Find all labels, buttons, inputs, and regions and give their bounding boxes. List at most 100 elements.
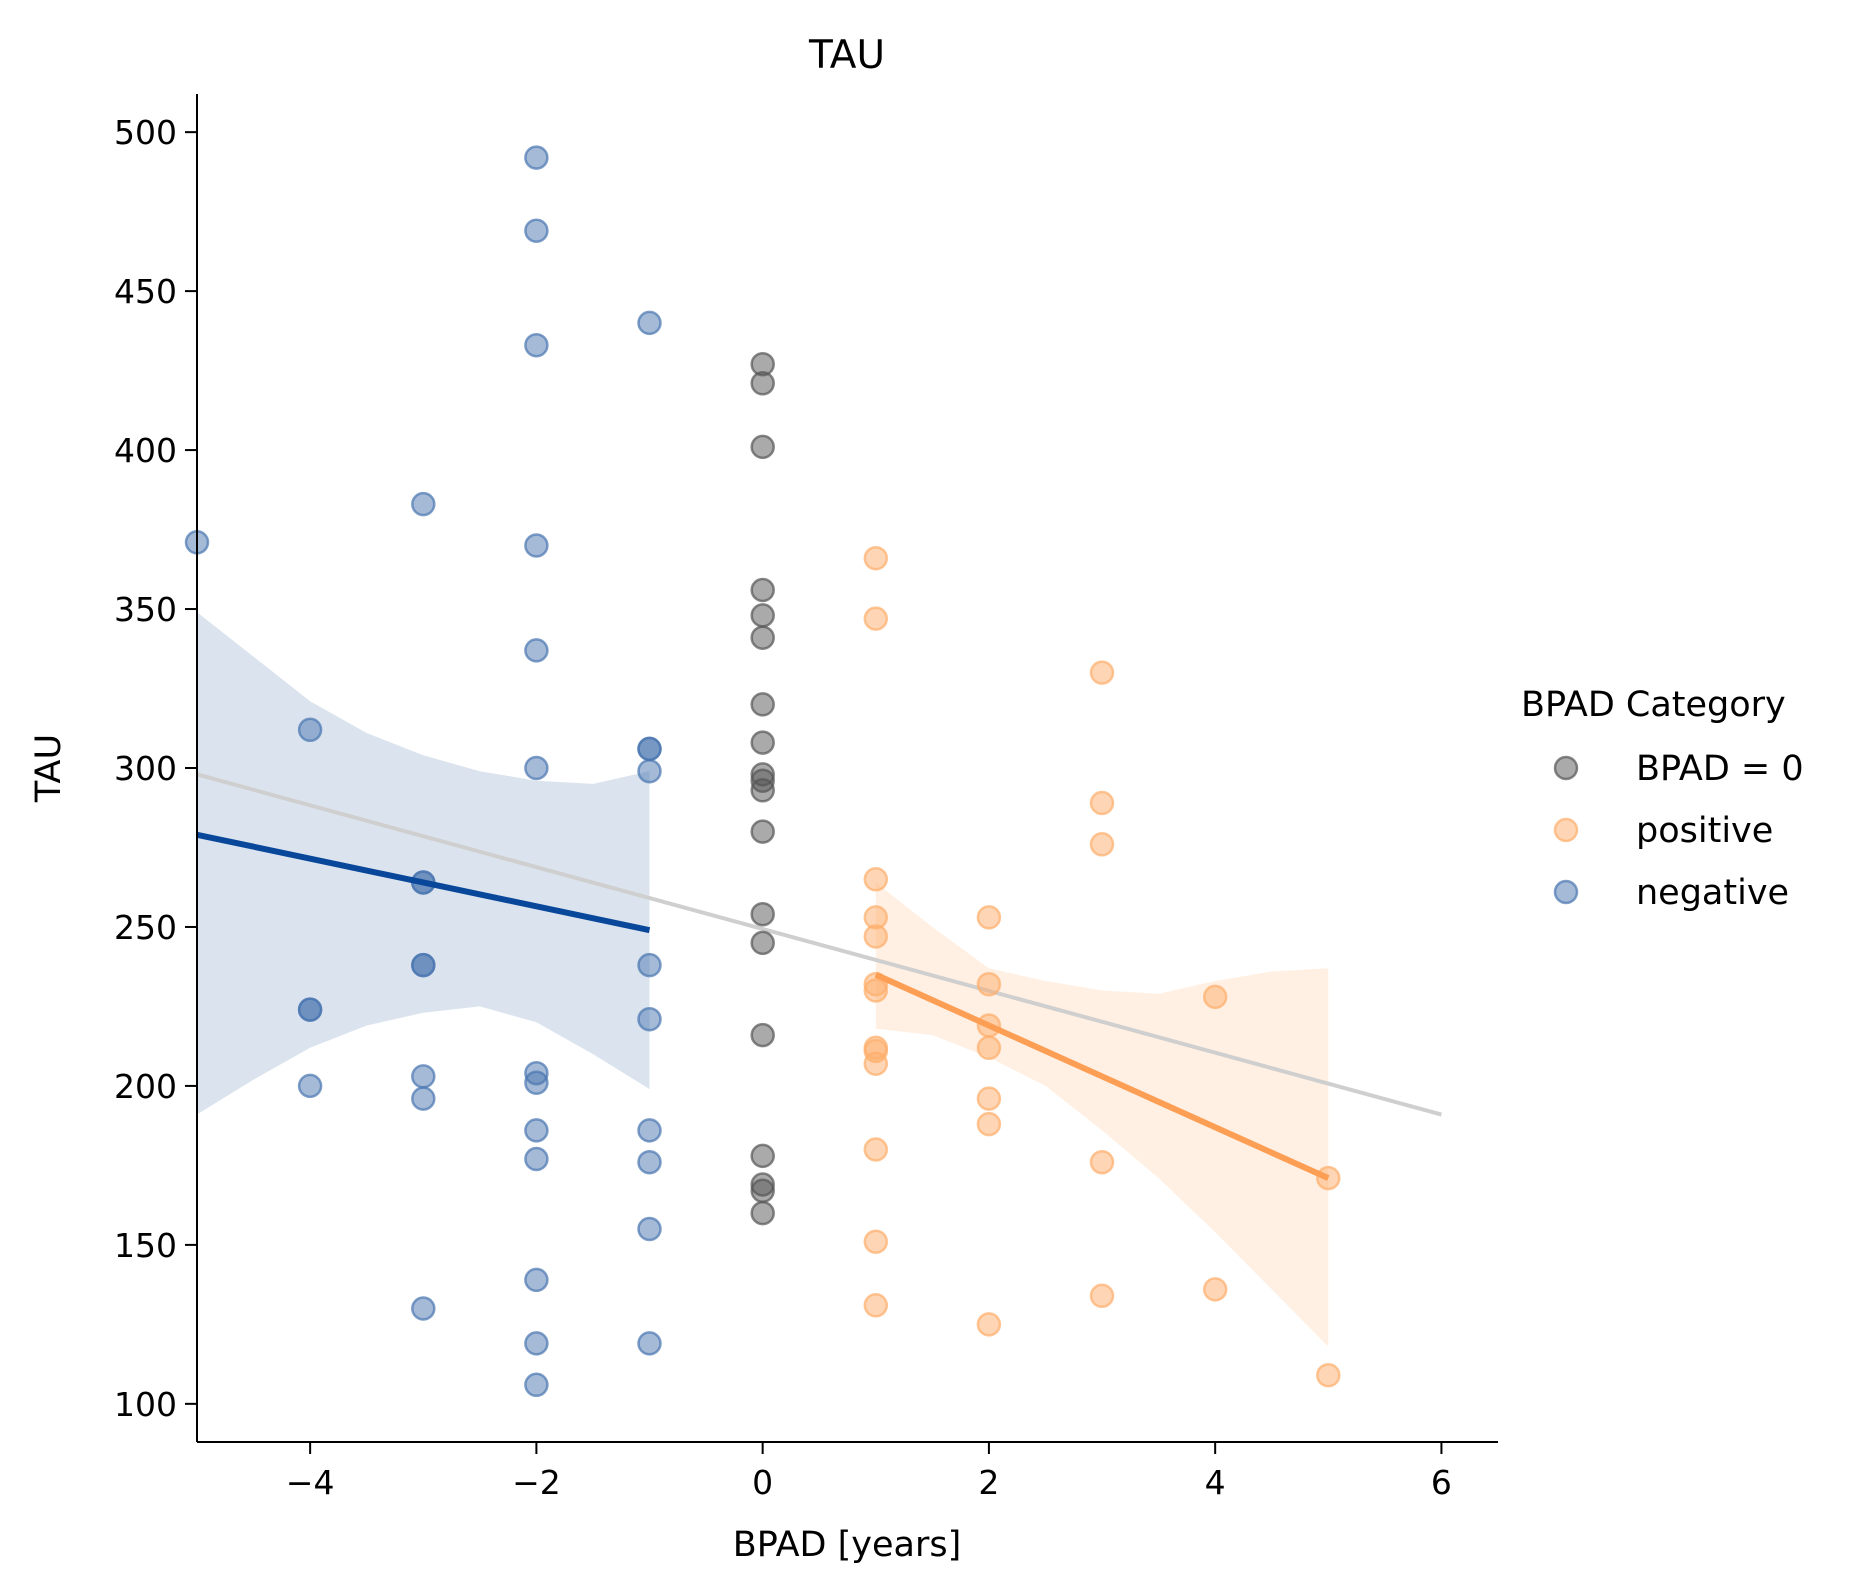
data-points: [184, 145, 1341, 1398]
data-point-positive: [976, 1035, 1002, 1061]
y-ticks: 100 150 200 250 300 350 400 450 500: [114, 113, 197, 1424]
data-point-negative: [524, 218, 549, 243]
data-point-negative: [524, 1372, 549, 1398]
data-point-positive: [976, 1086, 1002, 1111]
data-point-positive: [863, 1137, 889, 1162]
ci-band-positive: [875, 882, 1329, 1347]
data-point-positive: [863, 978, 889, 1003]
data-point-negative: [524, 332, 549, 358]
data-point-positive: [863, 867, 889, 892]
data-point-positive: [1089, 1149, 1115, 1175]
data-point-positive: [1202, 1277, 1228, 1302]
data-point-bpad-0: [750, 692, 775, 717]
data-point-positive: [976, 905, 1002, 930]
y-tick-label: 150: [114, 1226, 177, 1265]
y-tick-label: 400: [114, 431, 177, 470]
legend-label: BPAD = 0: [1636, 749, 1804, 789]
data-point-bpad-0: [750, 434, 775, 460]
x-tick-label: −4: [286, 1463, 335, 1502]
y-tick-label: 350: [114, 590, 177, 629]
x-tick-label: 6: [1431, 1463, 1452, 1502]
data-point-bpad-0: [750, 603, 775, 628]
data-point-bpad-0: [750, 730, 775, 755]
data-point-negative: [524, 1146, 549, 1172]
y-tick-label: 250: [114, 908, 177, 947]
data-point-negative: [524, 1331, 549, 1356]
y-tick-label: 500: [114, 113, 177, 152]
data-point-negative: [297, 1073, 323, 1099]
data-point-negative: [637, 736, 662, 762]
data-point-bpad-0: [750, 625, 775, 650]
legend-marker: [1553, 879, 1579, 905]
data-point-negative: [637, 1006, 662, 1032]
data-point-negative: [524, 755, 549, 781]
x-tick-label: 2: [978, 1463, 999, 1502]
data-point-positive: [863, 1051, 889, 1076]
y-axis-label: TAU: [29, 734, 69, 803]
data-point-positive: [1316, 1362, 1341, 1388]
data-point-positive: [976, 1312, 1002, 1337]
data-point-negative: [637, 1216, 662, 1242]
data-point-negative: [297, 997, 323, 1022]
ci-band-negative: [197, 612, 650, 1115]
data-point-negative: [524, 1118, 549, 1143]
data-point-positive: [863, 545, 889, 571]
legend: BPAD Category BPAD = 0 positive negative: [1521, 685, 1804, 913]
y-tick-label: 100: [114, 1385, 177, 1424]
data-point-positive: [1089, 660, 1115, 685]
data-point-bpad-0: [750, 1143, 775, 1169]
legend-label: positive: [1636, 811, 1773, 851]
data-point-negative: [637, 758, 662, 784]
data-point-positive: [976, 1111, 1002, 1137]
data-point-positive: [1089, 790, 1115, 816]
data-point-negative: [637, 1118, 662, 1143]
data-point-negative: [637, 952, 662, 978]
data-point-bpad-0: [750, 371, 775, 396]
legend-marker: [1553, 817, 1579, 843]
data-point-bpad-0: [750, 819, 775, 844]
fit-line-negative: [196, 831, 651, 934]
legend-marker: [1553, 755, 1579, 781]
x-tick-label: 0: [752, 1463, 773, 1502]
y-tick-label: 300: [114, 749, 177, 788]
data-point-negative: [297, 717, 323, 743]
fit-line-positive: [874, 971, 1330, 1181]
legend-label: negative: [1636, 873, 1789, 913]
data-point-positive: [1089, 1283, 1115, 1309]
data-point-negative: [524, 533, 549, 558]
group-regressions: [196, 831, 1330, 1181]
data-point-positive: [863, 924, 889, 949]
data-point-negative: [411, 952, 436, 978]
legend-title: BPAD Category: [1521, 685, 1786, 725]
x-tick-label: 4: [1205, 1463, 1226, 1502]
data-point-positive: [1202, 984, 1228, 1010]
data-point-bpad-0: [750, 577, 775, 603]
overall-fit-line: [196, 772, 1442, 1117]
data-point-positive: [976, 971, 1002, 997]
data-point-positive: [1089, 832, 1115, 857]
data-point-negative: [411, 1064, 436, 1089]
overall-regression: [196, 772, 1442, 1117]
confidence-bands: [197, 612, 1329, 1347]
data-point-negative: [411, 1296, 436, 1321]
x-ticks: −4 −2 0 2 4 6: [286, 1442, 1452, 1502]
data-point-positive: [863, 1229, 889, 1254]
plot-area: [184, 145, 1442, 1398]
data-point-negative: [524, 1070, 549, 1095]
data-point-bpad-0: [750, 778, 775, 803]
data-point-negative: [637, 1331, 662, 1356]
legend-items: BPAD = 0 positive negative: [1553, 749, 1804, 913]
axes: −4 −2 0 2 4 6 100 150 200 250 300 350 400 450 500: [114, 94, 1498, 1502]
data-point-negative: [524, 638, 549, 663]
data-point-positive: [863, 1293, 889, 1318]
data-point-bpad-0: [750, 1022, 775, 1048]
data-point-negative: [524, 1267, 549, 1293]
data-point-bpad-0: [750, 901, 775, 927]
data-point-negative: [411, 1086, 436, 1111]
x-axis-label: BPAD [years]: [733, 1525, 962, 1565]
data-point-negative: [524, 145, 549, 170]
data-point-negative: [637, 310, 662, 336]
x-tick-label: −2: [512, 1463, 561, 1502]
data-point-positive: [863, 606, 889, 631]
data-point-negative: [637, 1149, 662, 1175]
